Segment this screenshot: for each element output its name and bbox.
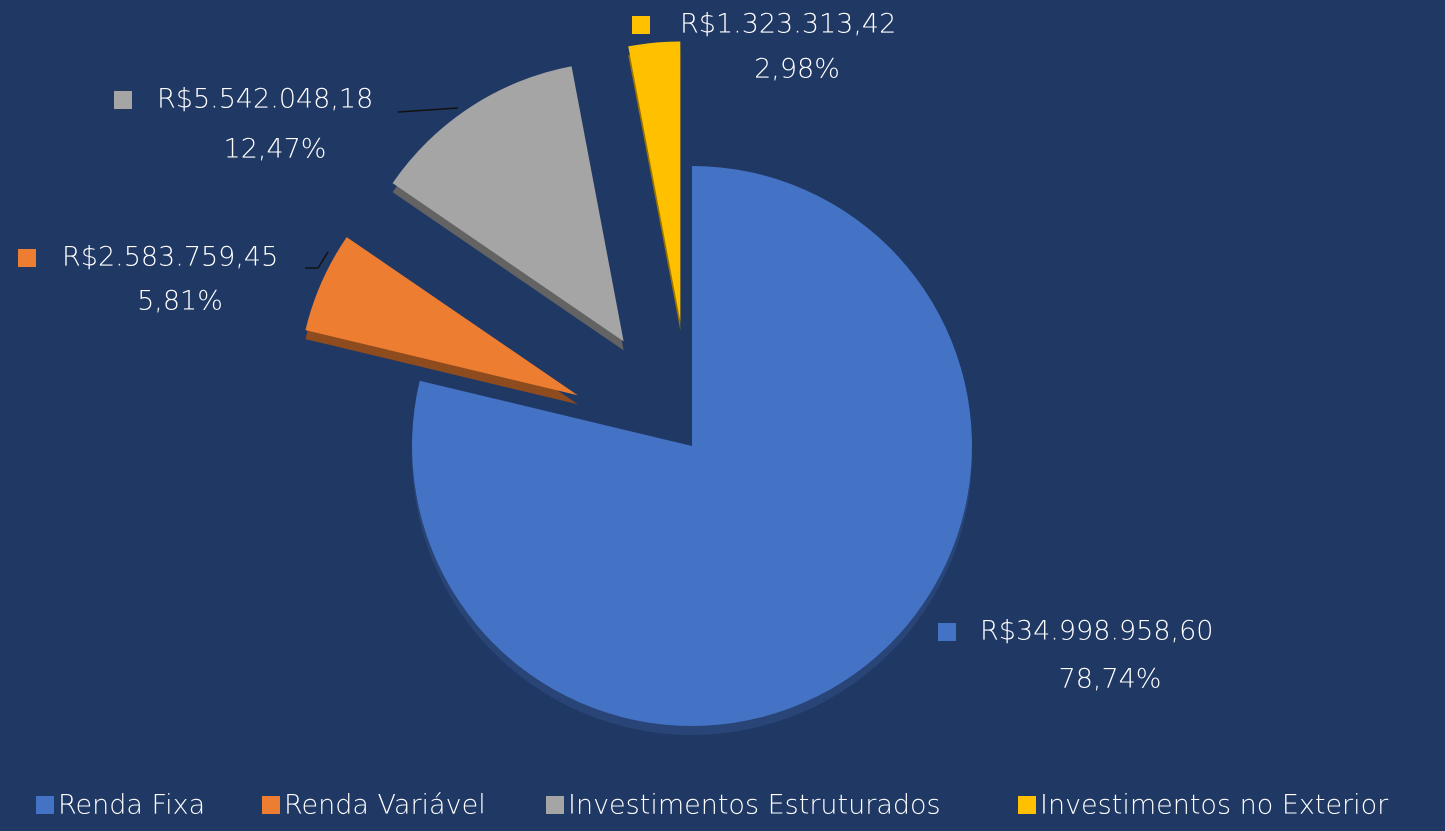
label-swatch xyxy=(114,91,132,109)
value-label: R$1.323.313,42 xyxy=(680,9,896,40)
legend-label: Investimentos no Exterior xyxy=(1040,790,1389,821)
slice xyxy=(392,66,624,342)
percent-label: 12,47% xyxy=(224,134,327,165)
value-label: R$34.998.958,60 xyxy=(980,616,1213,647)
legend-swatch xyxy=(36,796,54,814)
label-swatch xyxy=(938,623,956,641)
value-label: R$5.542.048,18 xyxy=(157,84,373,115)
percent-label: 2,98% xyxy=(754,54,840,85)
label-swatch xyxy=(18,249,36,267)
leader-line xyxy=(397,107,459,113)
slice xyxy=(628,41,681,322)
label-swatch xyxy=(632,16,650,34)
leader-line xyxy=(305,251,329,269)
slice xyxy=(305,237,578,396)
percent-label: 5,81% xyxy=(137,286,223,317)
legend-swatch xyxy=(546,796,564,814)
legend-label: Renda Fixa xyxy=(58,790,205,821)
legend-swatch xyxy=(262,796,280,814)
slice xyxy=(411,166,973,726)
percent-label: 78,74% xyxy=(1059,664,1162,695)
value-label: R$2.583.759,45 xyxy=(62,242,278,273)
legend-swatch xyxy=(1018,796,1036,814)
legend-label: Renda Variável xyxy=(284,790,486,821)
legend-label: Investimentos Estruturados xyxy=(568,790,941,821)
